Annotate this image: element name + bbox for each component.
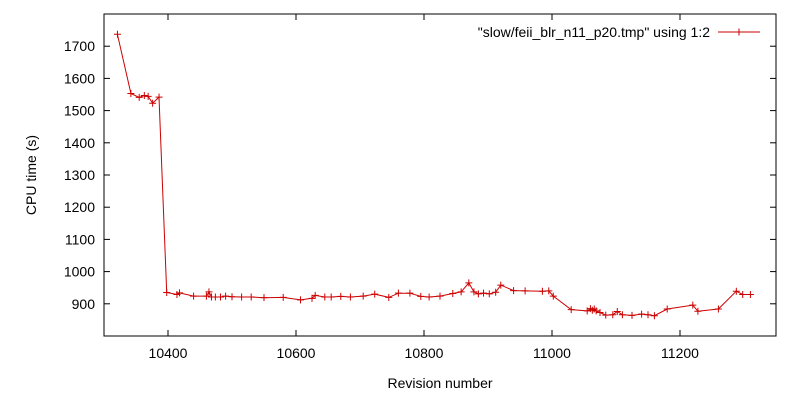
x-tick-label: 11200 (661, 345, 699, 361)
data-point (628, 311, 636, 319)
data-point (238, 293, 246, 301)
data-point (406, 289, 414, 297)
y-axis-label: CPU time (s) (23, 135, 39, 215)
data-point (140, 91, 148, 99)
data-point (694, 307, 702, 315)
data-point (279, 293, 287, 301)
data-point (247, 293, 255, 301)
data-point (260, 294, 268, 302)
data-point (732, 287, 740, 295)
data-point (222, 292, 230, 300)
data-point (359, 292, 367, 300)
data-point (394, 289, 402, 297)
data-point (296, 296, 304, 304)
data-point (176, 289, 184, 297)
data-point (202, 292, 210, 300)
data-point (144, 92, 152, 100)
y-tick-label: 1700 (64, 38, 95, 54)
y-tick-label: 1300 (64, 167, 95, 183)
data-point (521, 287, 529, 295)
data-point (113, 30, 121, 38)
data-point (205, 288, 213, 296)
data-point (457, 288, 465, 296)
series-layer (113, 30, 754, 320)
x-tick-label: 10800 (405, 345, 444, 361)
legend-marker-plus (735, 28, 743, 36)
y-tick-label: 1600 (64, 70, 95, 86)
y-tick-label: 1500 (64, 103, 95, 119)
data-point (321, 293, 329, 301)
x-tick-label: 10600 (277, 345, 316, 361)
y-tick-label: 1100 (65, 231, 95, 247)
data-point (308, 294, 316, 302)
data-point (465, 279, 473, 287)
x-axis-label: Revision number (387, 375, 492, 391)
data-point (567, 306, 575, 314)
y-tick-label: 1000 (64, 264, 95, 280)
data-point (474, 290, 482, 298)
data-point (545, 287, 553, 295)
data-point (216, 293, 224, 301)
data-point (602, 311, 610, 319)
data-point (149, 99, 157, 107)
data-point (714, 305, 722, 313)
data-point (538, 287, 546, 295)
data-point (311, 291, 319, 299)
data-point (609, 311, 617, 319)
data-point (497, 281, 505, 289)
data-point (127, 90, 135, 98)
data-point (163, 289, 171, 297)
y-tick-label: 1200 (64, 199, 95, 215)
data-point (613, 308, 621, 316)
data-point (663, 305, 671, 313)
data-point (449, 289, 457, 297)
y-tick-label: 1400 (64, 135, 95, 151)
data-point (371, 290, 379, 298)
data-point (650, 312, 658, 320)
data-point (689, 301, 697, 309)
data-point (155, 93, 163, 101)
data-point (638, 310, 646, 318)
legend: "slow/feii_blr_n11_p20.tmp" using 1:2 (478, 24, 760, 40)
data-point (228, 293, 236, 301)
x-tick-label: 11000 (533, 345, 571, 361)
y-tick-label: 900 (72, 296, 96, 312)
data-point (425, 293, 433, 301)
legend-label: "slow/feii_blr_n11_p20.tmp" using 1:2 (478, 24, 710, 40)
data-point (596, 308, 604, 316)
data-point (492, 288, 500, 296)
data-point (644, 311, 652, 319)
data-point (190, 292, 198, 300)
data-point (618, 311, 626, 319)
data-point (739, 290, 747, 298)
data-point (436, 292, 444, 300)
data-point (337, 292, 345, 300)
data-point (417, 292, 425, 300)
data-point (746, 290, 754, 298)
data-point (327, 293, 335, 301)
data-point (510, 287, 518, 295)
data-point (480, 289, 488, 297)
ticks: 10400 10600 10800 11000 11200 900 1000 1100 1200… (64, 14, 776, 361)
data-point (592, 307, 600, 315)
data-point (485, 290, 493, 298)
data-point (346, 293, 354, 301)
data-point (470, 288, 478, 296)
data-point (549, 292, 557, 300)
x-tick-label: 10400 (149, 345, 188, 361)
data-point (385, 293, 393, 301)
data-point (135, 93, 143, 101)
plot-frame (103, 13, 777, 337)
